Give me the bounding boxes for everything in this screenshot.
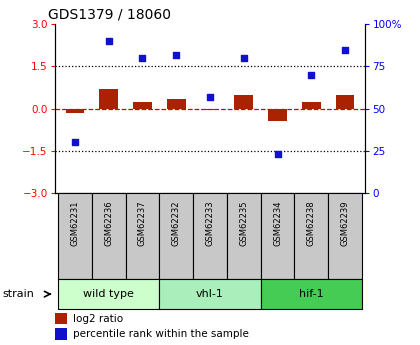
- Bar: [159, 279, 261, 309]
- Bar: [92, 193, 126, 279]
- Text: GSM62238: GSM62238: [307, 200, 316, 246]
- Text: vhl-1: vhl-1: [196, 289, 224, 299]
- Point: [139, 55, 146, 61]
- Bar: [201, 109, 219, 110]
- Text: GSM62233: GSM62233: [205, 200, 215, 246]
- Bar: [58, 193, 92, 279]
- Point: [173, 52, 180, 57]
- Text: GSM62234: GSM62234: [273, 200, 282, 246]
- Text: GSM62239: GSM62239: [341, 200, 349, 246]
- Text: GSM62235: GSM62235: [239, 200, 248, 246]
- Bar: [126, 193, 159, 279]
- Point: [240, 55, 247, 61]
- Bar: [302, 102, 320, 109]
- Bar: [167, 99, 186, 109]
- Point: [308, 72, 315, 78]
- Bar: [234, 95, 253, 109]
- Bar: [227, 193, 261, 279]
- Bar: [294, 193, 328, 279]
- Text: GSM62237: GSM62237: [138, 200, 147, 246]
- Bar: [100, 89, 118, 109]
- Text: wild type: wild type: [83, 289, 134, 299]
- Bar: [261, 193, 294, 279]
- Point: [105, 38, 112, 44]
- Text: log2 ratio: log2 ratio: [73, 314, 123, 324]
- Bar: [55, 328, 67, 340]
- Text: GDS1379 / 18060: GDS1379 / 18060: [48, 7, 171, 21]
- Bar: [193, 193, 227, 279]
- Bar: [261, 279, 362, 309]
- Bar: [159, 193, 193, 279]
- Bar: [328, 193, 362, 279]
- Point: [274, 151, 281, 157]
- Bar: [55, 313, 67, 324]
- Text: strain: strain: [2, 289, 34, 299]
- Bar: [58, 279, 159, 309]
- Text: GSM62232: GSM62232: [172, 200, 181, 246]
- Bar: [66, 109, 84, 113]
- Point: [207, 94, 213, 100]
- Point: [342, 47, 349, 52]
- Text: percentile rank within the sample: percentile rank within the sample: [73, 329, 249, 339]
- Text: GSM62236: GSM62236: [104, 200, 113, 246]
- Bar: [336, 95, 354, 109]
- Bar: [133, 102, 152, 109]
- Point: [71, 140, 78, 145]
- Text: hif-1: hif-1: [299, 289, 324, 299]
- Text: GSM62231: GSM62231: [71, 200, 79, 246]
- Bar: [268, 109, 287, 121]
